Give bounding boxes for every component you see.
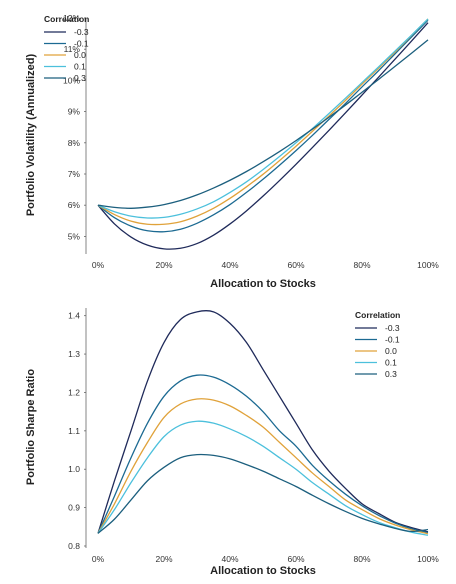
sharpe-legend-title: Correlation [355, 310, 400, 320]
sharpe-series [97, 309, 429, 536]
sharpe-series-line [97, 420, 429, 536]
sharpe-series-line [97, 309, 429, 534]
volatility-axes: 5% 6% 7% 8% 9% 10% 11% 12% 0% 20% 40% 60% 80% 100% [63, 13, 439, 270]
volatility-y-tick-label: 6% [68, 200, 81, 210]
volatility-x-tick-label: 40% [221, 260, 238, 270]
volatility-y-tick-label: 10% [63, 75, 80, 85]
volatility-x-tick-label: 0% [92, 260, 105, 270]
volatility-y-tick-label: 5% [68, 231, 81, 241]
volatility-x-tick-label: 80% [353, 260, 370, 270]
sharpe-y-tick-label: 1.0 [68, 464, 80, 474]
volatility-series-line [97, 22, 429, 250]
sharpe-y-tick-label: 1.3 [68, 349, 80, 359]
sharpe-y-axis-label: Portfolio Sharpe Ratio [25, 369, 37, 485]
volatility-y-tick-label: 8% [68, 138, 81, 148]
volatility-legend-entry: -0.3 [74, 27, 89, 37]
sharpe-axes: 0.8 0.9 1.0 1.1 1.2 1.3 1.4 0% 20% 40% 60% 80% 100% [68, 308, 439, 564]
volatility-legend-entry: 0.0 [74, 50, 86, 60]
sharpe-x-tick-label: 100% [417, 554, 439, 564]
volatility-y-tick-label: 12% [63, 13, 80, 23]
sharpe-y-tick-label: 1.1 [68, 426, 80, 436]
volatility-x-tick-label: 100% [417, 260, 439, 270]
sharpe-legend-entry: -0.3 [385, 323, 400, 333]
volatility-legend-title: Correlation [44, 14, 89, 24]
volatility-legend-entry: 0.3 [74, 73, 86, 83]
sharpe-legend: Correlation -0.3 -0.10.0 0.10.3 [355, 310, 400, 379]
sharpe-legend-entry: -0.1 [385, 335, 400, 345]
sharpe-legend-entry: 0.0 [385, 346, 397, 356]
sharpe-y-tick-label: 1.2 [68, 387, 80, 397]
volatility-legend-entry: 0.1 [74, 62, 86, 72]
volatility-series-line [97, 39, 429, 209]
sharpe-legend-entry: 0.3 [385, 369, 397, 379]
sharpe-series-line [97, 398, 429, 535]
sharpe-y-tick-label: 0.8 [68, 541, 80, 551]
volatility-series-line [97, 19, 429, 233]
sharpe-series-line [97, 453, 429, 534]
volatility-y-tick-label: 7% [68, 169, 81, 179]
sharpe-x-axis-label: Allocation to Stocks [210, 565, 316, 577]
sharpe-x-tick-label: 60% [287, 554, 304, 564]
sharpe-x-tick-label: 80% [353, 554, 370, 564]
sharpe-x-tick-label: 20% [155, 554, 172, 564]
volatility-chart: 5% 6% 7% 8% 9% 10% 11% 12% 0% 20% 40% 60% 80% 100% Co… [25, 13, 439, 290]
volatility-y-axis-label: Portfolio Volatility (Annualized) [25, 53, 37, 216]
sharpe-chart: 0.80.91.01.11.21.31.40% 20% 40% 60% 80% 100% … [25, 308, 439, 577]
sharpe-x-tick-label: 40% [221, 554, 238, 564]
volatility-y-tick-label: 9% [68, 107, 81, 117]
volatility-series-line [97, 18, 429, 219]
volatility-legend: Correlation -0.3 -0.10.0 0.10.3 [44, 14, 89, 83]
volatility-y-tick-label: 11% [64, 44, 81, 54]
volatility-legend-entry: -0.1 [74, 39, 89, 49]
volatility-x-tick-label: 20% [155, 260, 172, 270]
sharpe-y-tick-label: 1.4 [68, 311, 80, 321]
sharpe-y-tick-label: 0.9 [68, 503, 80, 513]
sharpe-series-line [97, 374, 429, 534]
sharpe-legend-entry: 0.1 [385, 358, 397, 368]
volatility-x-axis-label: Allocation to Stocks [210, 278, 316, 290]
sharpe-x-tick-label: 0% [92, 554, 105, 564]
volatility-series [97, 18, 429, 250]
volatility-x-tick-label: 60% [287, 260, 304, 270]
volatility-series-line [97, 18, 429, 226]
